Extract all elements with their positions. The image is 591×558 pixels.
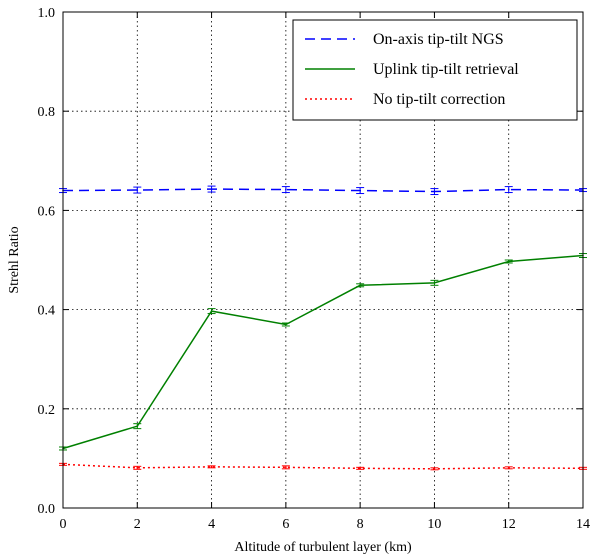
y-tick-label: 0.2: [38, 403, 56, 418]
x-tick-label: 4: [208, 517, 215, 532]
data-point: [210, 466, 213, 468]
data-point: [433, 282, 436, 284]
data-point: [285, 323, 287, 326]
y-axis-label: Strehl Ratio: [7, 226, 22, 293]
plot-frame: [62, 11, 584, 509]
y-tick-label: 0.8: [38, 105, 56, 120]
legend-box: [292, 19, 578, 121]
data-point: [433, 190, 436, 193]
series-line: [62, 254, 584, 450]
data-point: [433, 468, 436, 470]
data-point: [136, 425, 139, 427]
x-tick-label: 14: [576, 517, 590, 532]
x-tick-label: 12: [502, 517, 516, 532]
data-point: [359, 189, 361, 192]
y-tick-label: 0.6: [38, 204, 56, 219]
data-point: [210, 310, 213, 312]
data-point: [359, 284, 361, 287]
legend-label: Uplink tip-tilt retrieval: [373, 61, 519, 78]
x-tick-label: 0: [60, 517, 67, 532]
data-point: [210, 188, 213, 190]
axis-ticks: 0 2 4 6 8 10 12 14 0.0 0.2 0.4 0.6 0.8 1.0: [38, 6, 591, 532]
data-point: [359, 467, 361, 470]
data-point: [285, 188, 287, 191]
x-tick-label: 2: [134, 517, 141, 532]
x-axis-label: Altitude of turbulent layer (km): [234, 540, 412, 555]
series-line: [62, 463, 584, 470]
data-point: [507, 188, 510, 191]
data-point: [507, 467, 510, 469]
y-tick-label: 0.4: [38, 304, 56, 319]
series-line: [62, 188, 584, 193]
legend-label: No tip-tilt correction: [373, 91, 505, 108]
x-tick-label: 8: [357, 517, 364, 532]
data-point: [285, 466, 287, 469]
data-point: [136, 467, 139, 469]
legend-label: On-axis tip-tilt NGS: [373, 31, 504, 48]
data-point: [136, 189, 139, 191]
series-layer: [59, 185, 587, 471]
x-tick-label: 6: [282, 517, 289, 532]
legend: On-axis tip-tilt NGS Uplink tip-tilt retr…: [292, 19, 578, 121]
data-point: [507, 260, 510, 263]
y-tick-label: 0.0: [38, 502, 56, 517]
y-tick-label: 1.0: [38, 6, 56, 21]
x-tick-label: 10: [427, 517, 441, 532]
